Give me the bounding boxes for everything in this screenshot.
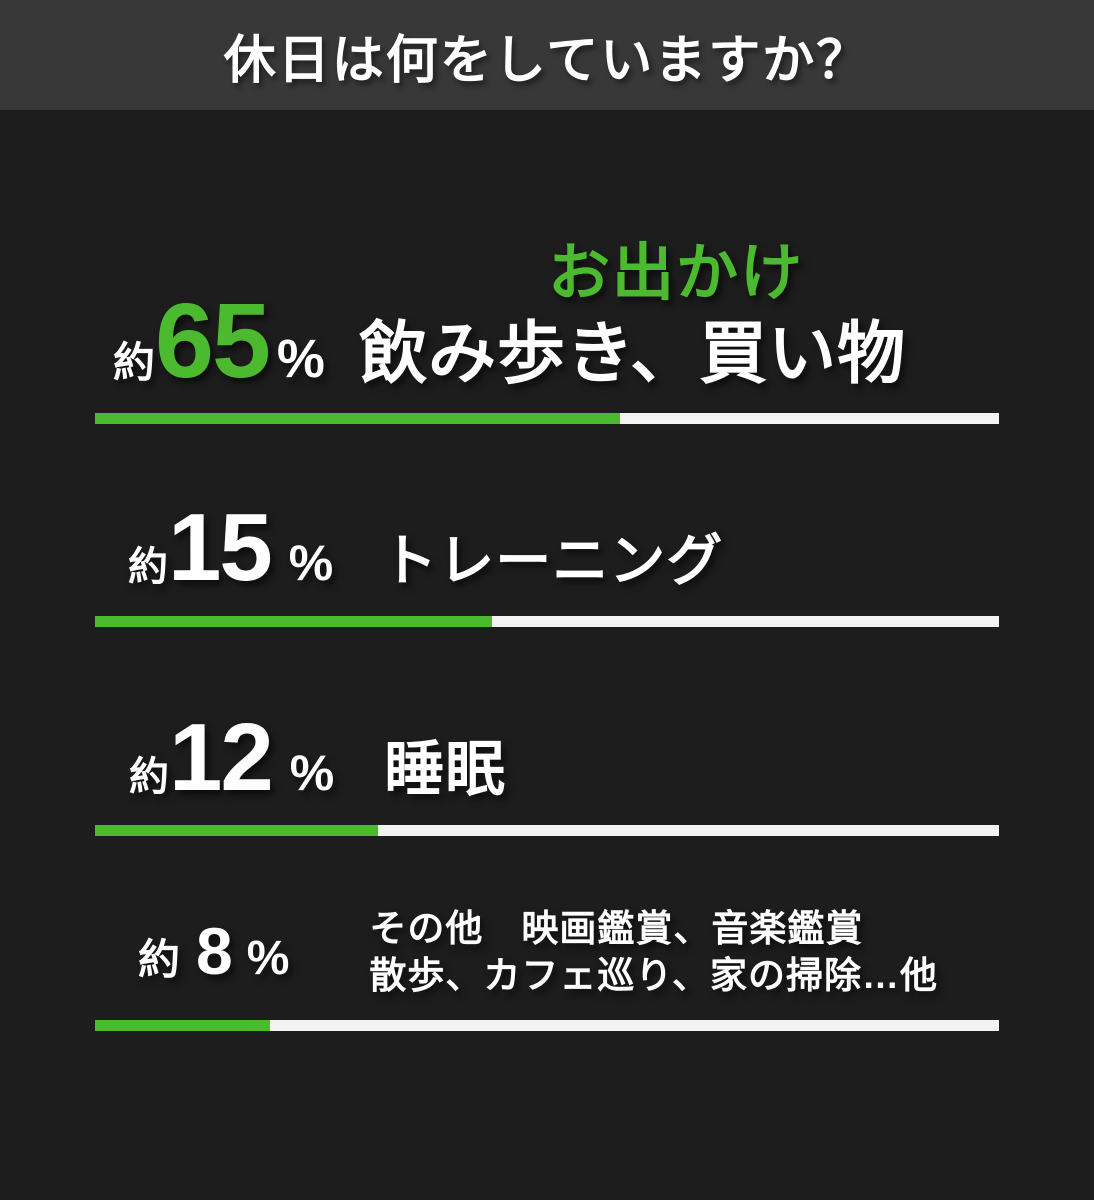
stat-row-other: 約 8 % その他 映画鑑賞、音楽鑑賞 散歩、カフェ巡り、家の掃除…他: [95, 898, 1042, 1006]
approx-prefix: 約: [129, 755, 169, 799]
approx-prefix: 約: [138, 935, 181, 983]
category-label-block: その他 映画鑑賞、音楽鑑賞 散歩、カフェ巡り、家の掃除…他: [369, 905, 938, 999]
category-label: トレーニング: [381, 529, 724, 592]
stat-row-sleep: 約 12 % 睡眠: [95, 710, 1033, 808]
approx-prefix: 約: [113, 339, 156, 386]
progress-fill: [95, 413, 621, 424]
progress-bar-odekake: [95, 413, 999, 424]
category-label: 飲み歩き、買い物: [358, 316, 907, 392]
percent-value: 15: [168, 494, 273, 601]
progress-bar-other: [95, 1020, 999, 1031]
header: 休日は何をしていますか？: [0, 0, 1094, 110]
progress-bar-training: [95, 616, 999, 627]
percent-unit: %: [289, 745, 335, 801]
row1-category-highlight: お出かけ: [548, 239, 805, 308]
category-label-line2: 散歩、カフェ巡り、家の掃除…他: [369, 955, 938, 996]
progress-bar-sleep: [95, 825, 999, 836]
progress-fill: [95, 1020, 271, 1031]
percent-value: 65: [155, 282, 271, 400]
stat-row-odekake: 約 65 % 飲み歩き、買い物: [95, 288, 1017, 397]
percent-value: 12: [169, 704, 274, 811]
approx-prefix: 約: [128, 545, 168, 589]
stat-row-training: 約 15 % トレーニング: [95, 500, 1032, 597]
progress-fill: [95, 825, 378, 836]
percent-unit: %: [288, 535, 334, 591]
percent-unit: %: [276, 329, 325, 389]
percent-unit: %: [246, 931, 290, 985]
progress-fill: [95, 616, 492, 627]
page-title: 休日は何をしていますか？: [223, 31, 871, 90]
category-label: 睡眠: [384, 736, 507, 803]
percent-value: 8: [196, 913, 233, 988]
category-label-line1: その他 映画鑑賞、音楽鑑賞: [369, 908, 864, 949]
percent-group: 約 8 %: [138, 918, 289, 987]
